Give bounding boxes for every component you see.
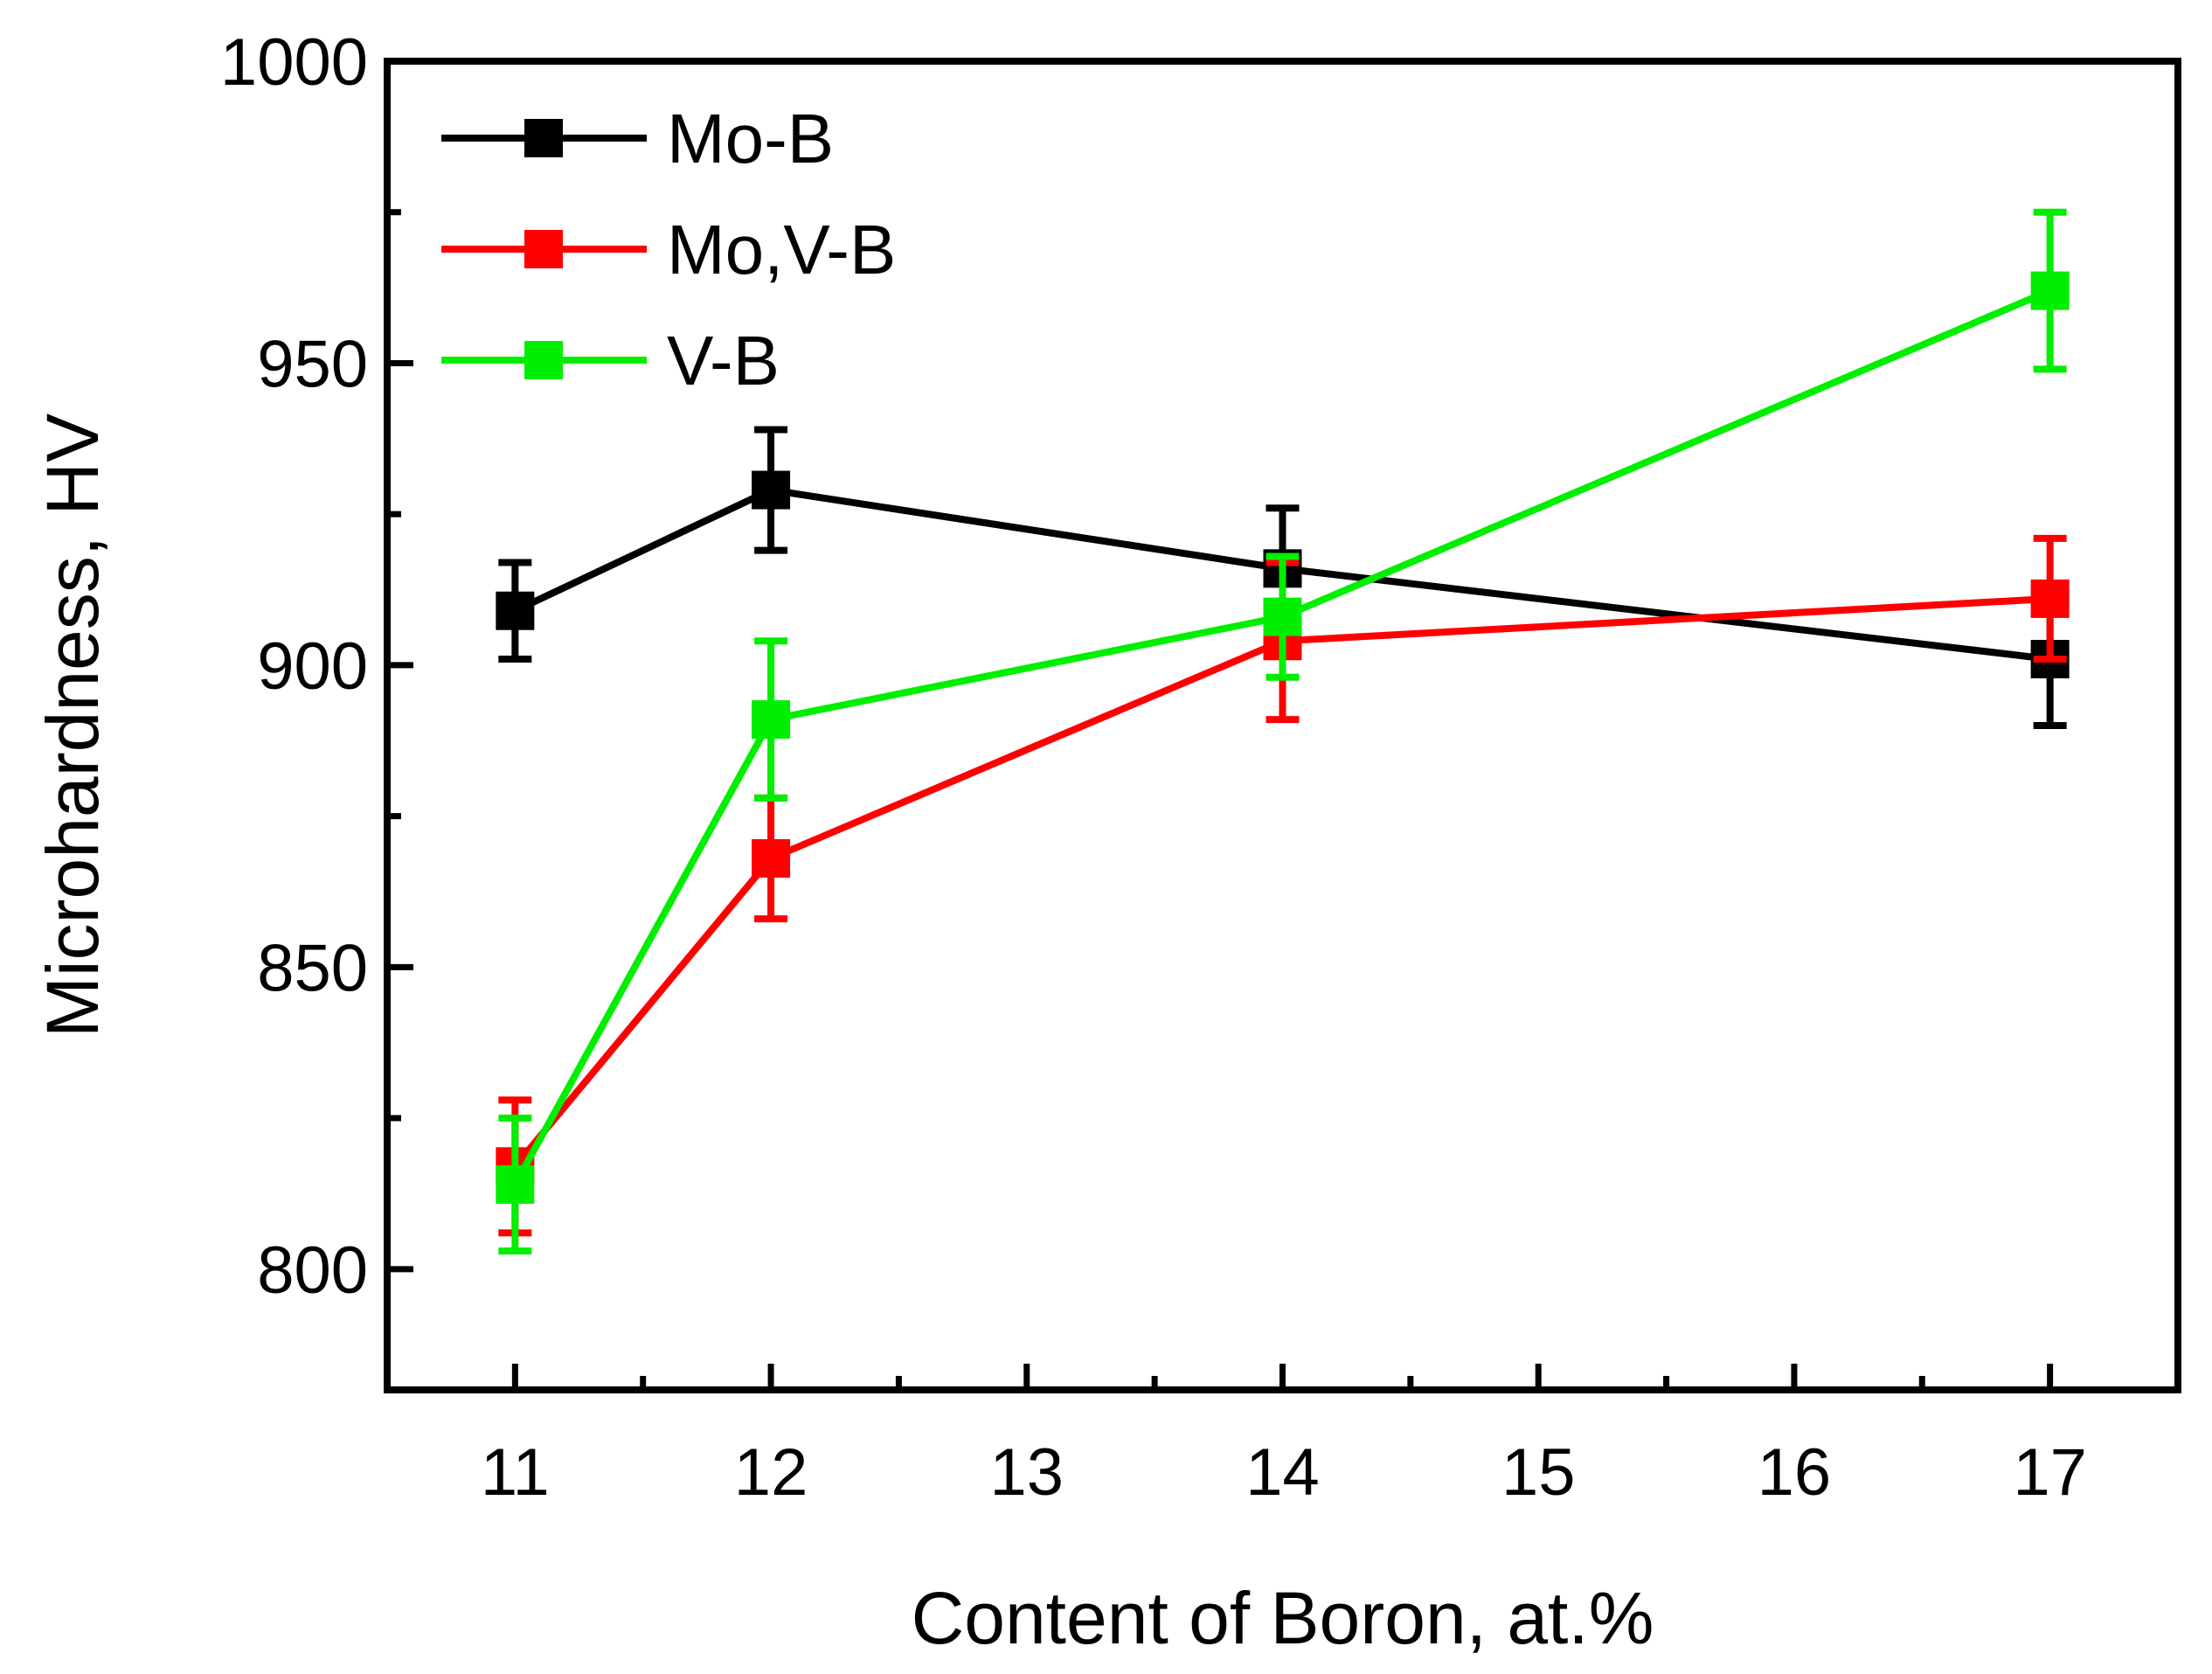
data-point	[752, 839, 791, 878]
axes-layer: 11 12 13 14 15 16 17 800 850 900 950 1000	[220, 25, 2181, 1510]
legend-item: Mo,V-B	[441, 211, 896, 288]
series-line	[511, 287, 2052, 1187]
x-tick-label: 12	[734, 1435, 808, 1510]
data-point	[2030, 271, 2070, 310]
legend: Mo-B Mo,V-B V-B	[441, 100, 896, 399]
legend-item: Mo-B	[441, 100, 834, 177]
plot-layer	[496, 208, 2070, 1255]
legend-label: V-B	[667, 322, 780, 399]
y-tick-label: 800	[257, 1233, 368, 1308]
x-tick-label: 13	[990, 1435, 1064, 1510]
x-axis-title: Content of Boron, at.%	[912, 1577, 1654, 1659]
legend-marker	[524, 230, 563, 268]
data-point	[496, 1165, 535, 1205]
y-axis-title: Microhardness, HV	[31, 413, 114, 1038]
plot-frame	[384, 58, 2181, 1393]
data-point	[752, 470, 791, 510]
x-tick-label: 15	[1501, 1435, 1576, 1510]
x-tick-label: 17	[2013, 1435, 2087, 1510]
legend-item: V-B	[441, 322, 780, 399]
series-line	[512, 594, 2050, 1169]
data-point	[752, 700, 791, 740]
legend-label: Mo-B	[667, 100, 834, 177]
legend-marker	[524, 341, 563, 379]
data-point	[1263, 597, 1302, 636]
legend-marker	[524, 119, 563, 157]
y-tick-label: 850	[257, 931, 368, 1005]
x-tick-label: 16	[1758, 1435, 1832, 1510]
y-tick-label: 1000	[220, 25, 368, 100]
y-tick-label: 950	[257, 327, 368, 401]
series-2	[496, 208, 2070, 1255]
x-tick-label: 14	[1245, 1435, 1320, 1510]
series-line	[513, 486, 2051, 663]
y-tick-label: 900	[257, 629, 368, 704]
data-point	[2030, 579, 2070, 618]
legend-label: Mo,V-B	[667, 211, 896, 288]
data-point	[496, 591, 535, 630]
x-tick-label: 11	[481, 1435, 550, 1510]
